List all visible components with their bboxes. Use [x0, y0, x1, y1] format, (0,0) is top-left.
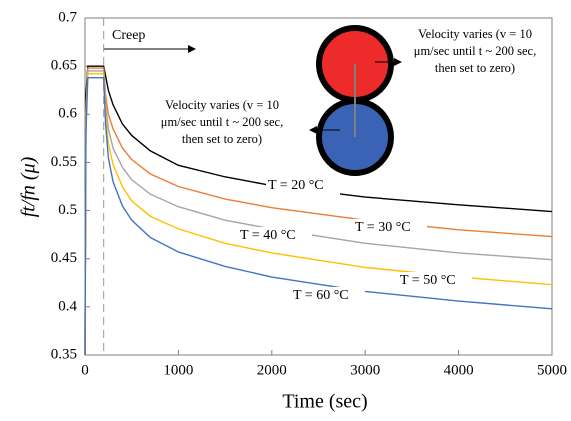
y-tick-label: 0.7 [58, 9, 77, 25]
x-tick-label: 5000 [537, 362, 567, 378]
x-tick-label: 0 [81, 362, 89, 378]
series-line [84, 70, 553, 356]
annotation-top: μm/sec until t ~ 200 sec, [414, 44, 536, 58]
series-label: T = 20 °C [268, 178, 324, 193]
x-axis-label: Time (sec) [282, 391, 367, 413]
creep-label: Creep [112, 28, 145, 43]
y-tick-label: 0.4 [58, 298, 77, 314]
y-tick-label: 0.45 [51, 250, 77, 266]
label-bg [266, 177, 340, 195]
series-line [84, 73, 553, 356]
y-tick-label: 0.5 [58, 202, 77, 218]
label-bg [353, 219, 427, 237]
series-line [84, 65, 553, 356]
x-tick-label: 2000 [257, 362, 287, 378]
inset [309, 25, 402, 176]
y-axis-label: ft/fn (μ) [18, 156, 40, 217]
series-line [84, 67, 553, 356]
series-label: T = 40 °C [240, 228, 296, 243]
series-label: T = 60 °C [293, 288, 349, 303]
x-tick-label: 4000 [444, 362, 474, 378]
annotation-bottom: μm/sec until t ~ 200 sec, [161, 115, 283, 129]
x-tick-label: 3000 [350, 362, 380, 378]
label-bg [238, 227, 312, 245]
annotation-bottom: Velocity varies (v = 10 [165, 98, 279, 112]
y-tick-label: 0.65 [51, 58, 77, 74]
y-tick-label: 0.55 [51, 154, 77, 170]
label-bg [291, 287, 365, 305]
annotation-top: then set to zero) [435, 61, 515, 75]
series-label: T = 50 °C [400, 273, 456, 288]
y-tick-label: 0.35 [51, 346, 77, 362]
series-line [84, 76, 553, 356]
annotation-top: Velocity varies (v = 10 [418, 27, 532, 41]
y-tick-label: 0.6 [58, 106, 77, 122]
annotation-bottom: then set to zero) [182, 132, 262, 146]
label-bg [398, 272, 472, 290]
x-tick-label: 1000 [163, 362, 193, 378]
series-label: T = 30 °C [355, 220, 411, 235]
